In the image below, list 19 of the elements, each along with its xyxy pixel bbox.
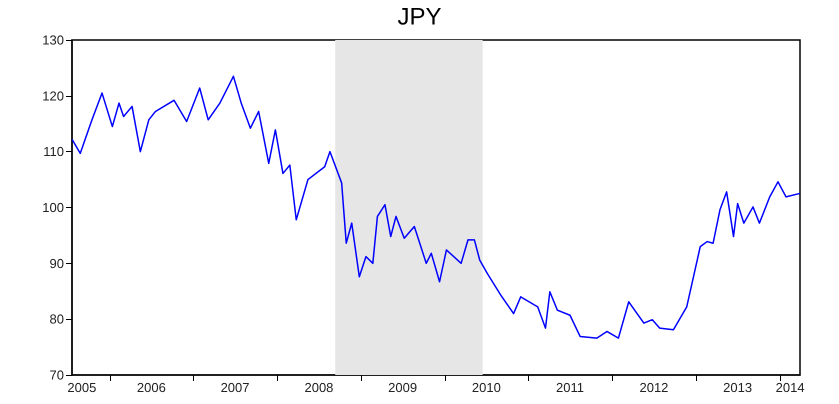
x-tick-label: 2005 xyxy=(67,380,96,395)
chart-title: JPY xyxy=(397,4,442,30)
x-tick-label: 2011 xyxy=(556,380,584,395)
y-tick-label: 100 xyxy=(42,200,64,215)
line-series xyxy=(72,76,800,339)
x-tick-label: 2010 xyxy=(472,380,501,395)
y-tick-label: 70 xyxy=(50,368,64,382)
x-tick-label: 2008 xyxy=(304,380,334,395)
x-tick-label: 2013 xyxy=(723,380,752,395)
y-tick-label: 80 xyxy=(50,312,64,327)
y-tick-label: 90 xyxy=(50,256,64,271)
y-tick-label: 120 xyxy=(42,88,64,104)
x-tick-label: 2006 xyxy=(136,380,166,395)
y-tick-label: 130 xyxy=(42,32,64,48)
x-tick-label: 2012 xyxy=(639,380,668,395)
x-tick-label: 2014 xyxy=(776,380,805,395)
x-tick-label: 2007 xyxy=(220,380,250,395)
x-tick-label: 2009 xyxy=(388,380,418,395)
y-tick-label: 110 xyxy=(43,144,64,160)
